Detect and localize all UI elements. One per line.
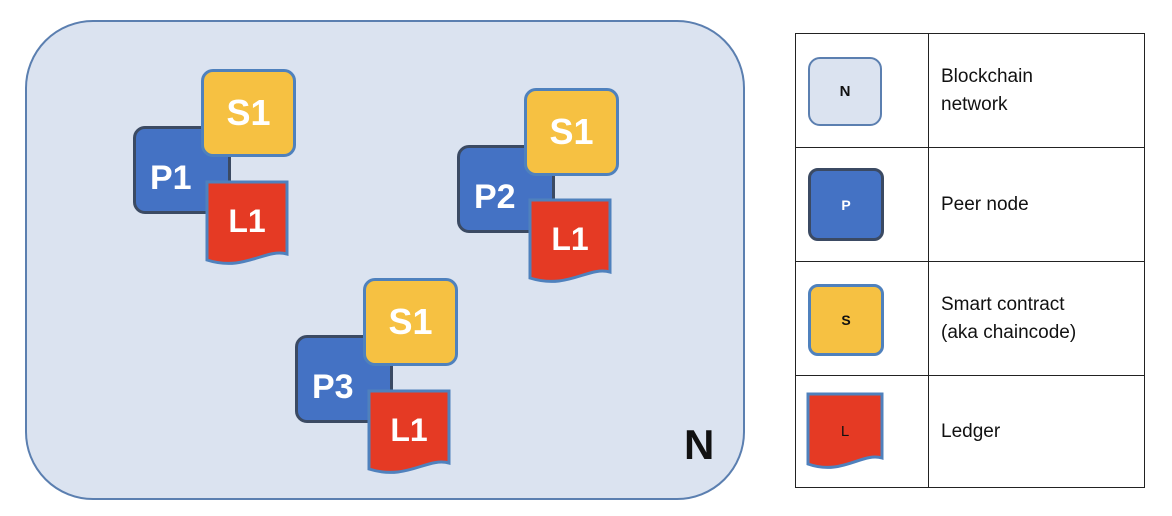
contract-label: S1	[388, 301, 433, 342]
legend-description: Peer node	[928, 147, 1145, 262]
legend-row-contract: S Smart contract (aka chaincode)	[795, 261, 1145, 376]
ledger-icon: L1	[367, 389, 451, 474]
contract-label: S1	[226, 92, 271, 133]
ledger-icon: L1	[528, 198, 612, 283]
ledger-label: L1	[228, 203, 265, 239]
peer-node-icon: P	[808, 168, 884, 241]
smart-contract-icon: S	[808, 284, 884, 356]
legend-row-network: N Blockchain network	[795, 33, 1145, 148]
peer-label: P3	[312, 368, 354, 406]
legend-description: Blockchain network	[928, 33, 1145, 148]
legend-row-ledger: L Ledger	[795, 375, 1145, 488]
smart-contract-s1-p2: S1	[524, 88, 619, 176]
svg-text:L: L	[841, 423, 849, 440]
ledger-label: L1	[390, 412, 427, 448]
legend-description: Smart contract (aka chaincode)	[928, 261, 1145, 376]
smart-contract-s1-p1: S1	[201, 69, 296, 157]
legend-description: Ledger	[928, 375, 1145, 488]
network-box-icon: N	[808, 57, 882, 126]
ledger-label: L1	[551, 221, 588, 257]
network-label: N	[684, 421, 715, 468]
peer-label: P1	[150, 159, 192, 197]
legend-row-peer: P Peer node	[795, 147, 1145, 262]
smart-contract-s1-p3: S1	[363, 278, 458, 366]
contract-label: S1	[549, 111, 594, 152]
ledger-icon: L1	[205, 180, 289, 265]
peer-label: P2	[474, 178, 516, 216]
ledger-document-icon: L	[806, 392, 884, 469]
legend-table: N Blockchain network P Peer node S Smart…	[795, 33, 1145, 488]
